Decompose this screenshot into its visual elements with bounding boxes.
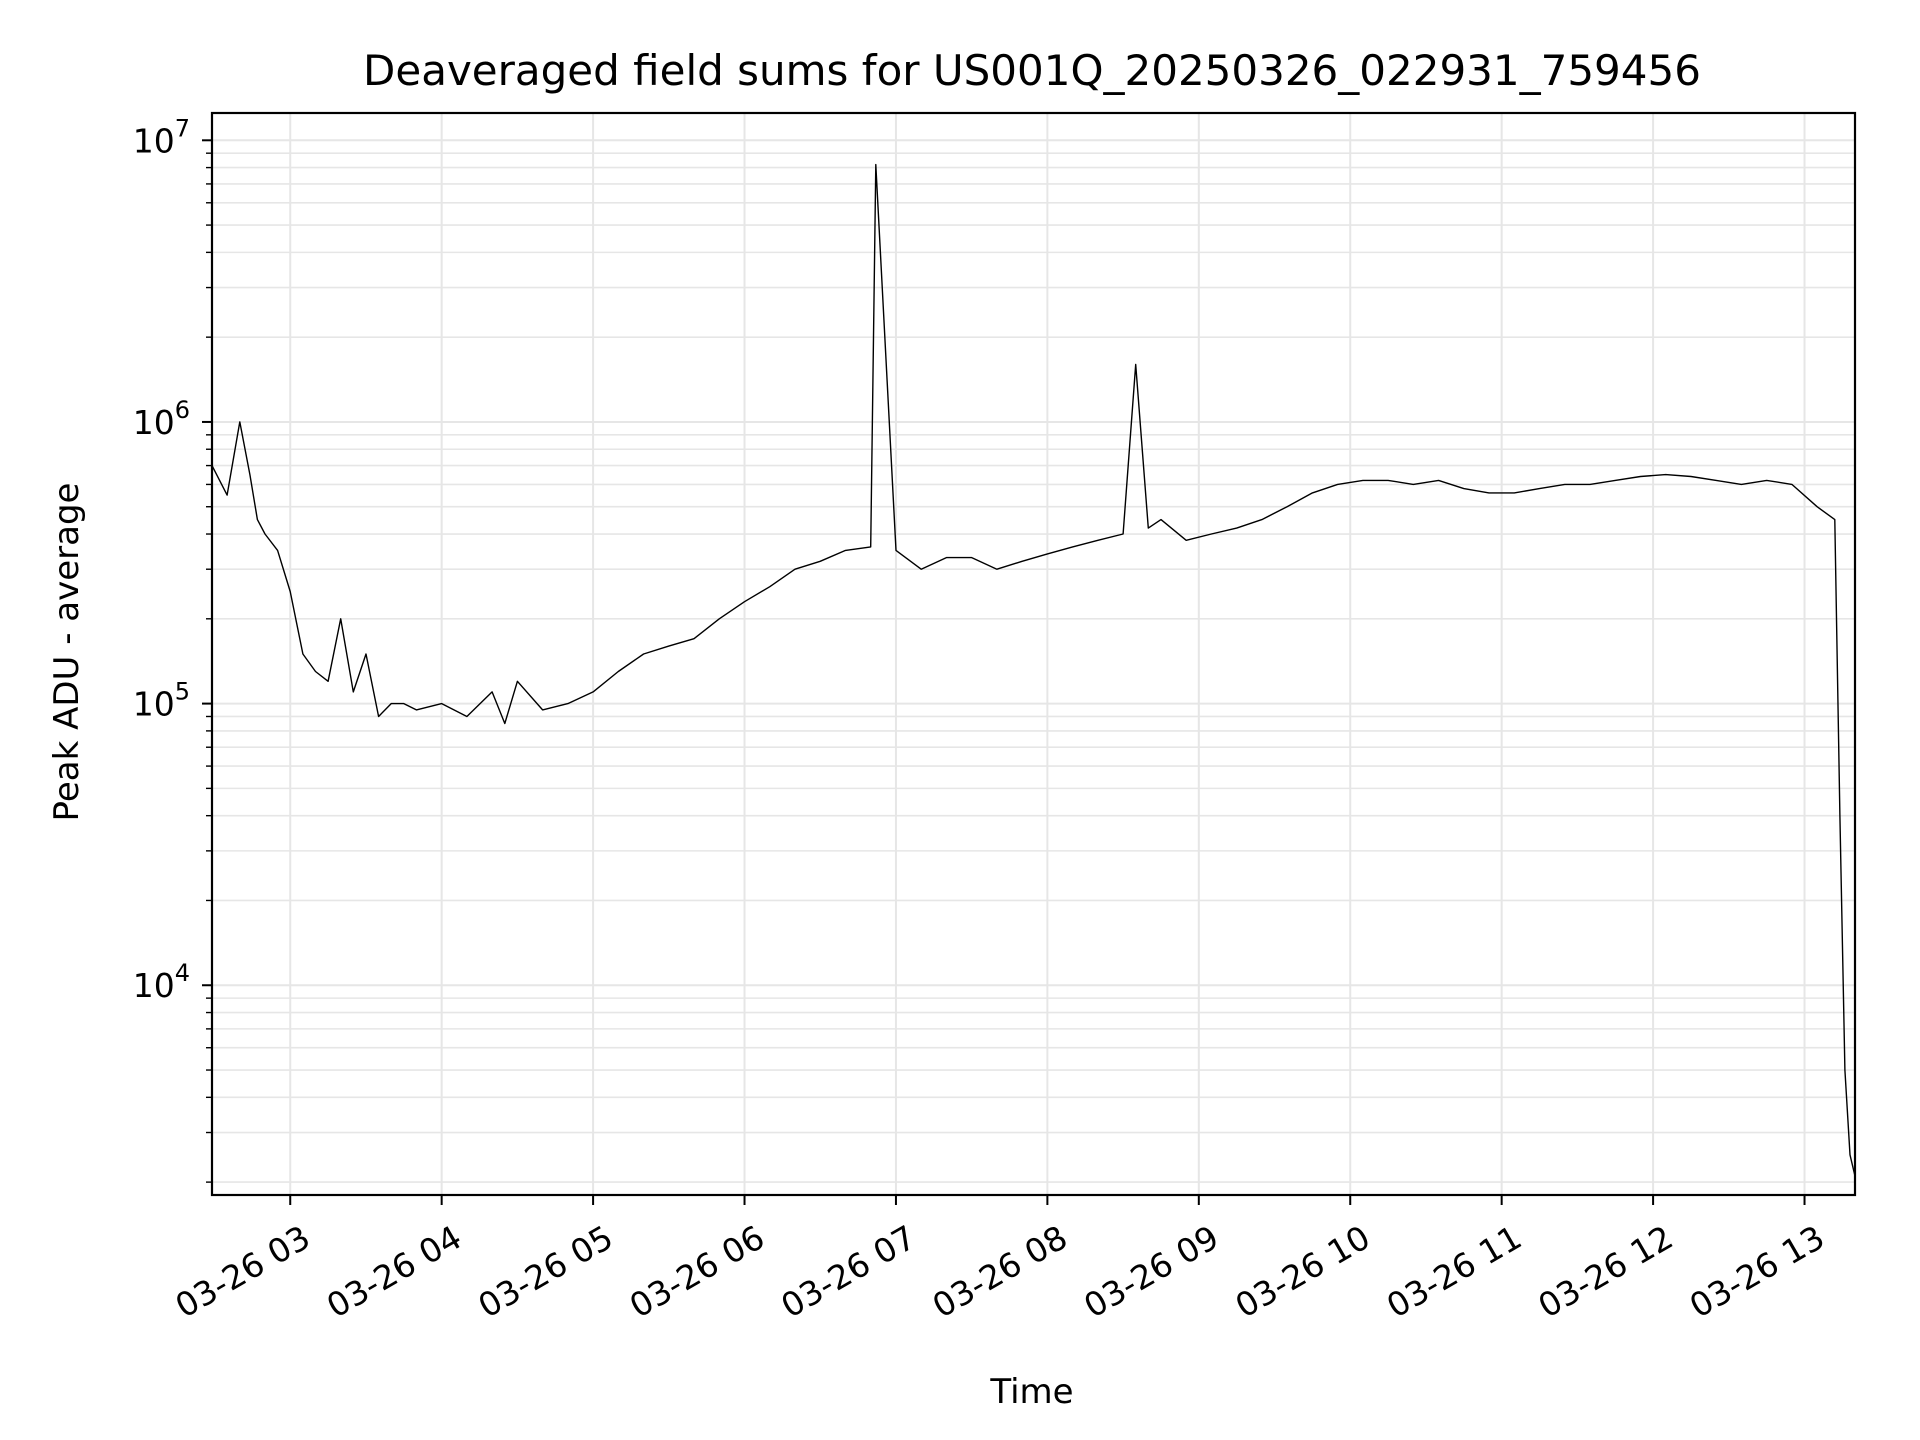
grid [212, 113, 1855, 1195]
x-tick-label: 03-26 13 [1683, 1218, 1831, 1326]
x-tick-label: 03-26 07 [774, 1218, 922, 1326]
x-axis-label: Time [989, 1372, 1073, 1412]
y-tick-label: 105 [133, 678, 190, 724]
x-tick-label: 03-26 04 [320, 1218, 468, 1326]
x-tick-label: 03-26 09 [1077, 1218, 1225, 1326]
y-axis-label: Peak ADU - average [47, 483, 87, 822]
y-tick-label: 106 [133, 396, 190, 442]
chart-title: Deaveraged field sums for US001Q_2025032… [363, 46, 1701, 95]
x-tick-label: 03-26 03 [169, 1218, 317, 1326]
plot-frame [210, 111, 1857, 1197]
x-tick-label: 03-26 06 [623, 1218, 771, 1326]
x-tick-label: 03-26 11 [1380, 1218, 1528, 1326]
series-line [211, 163, 1856, 1177]
x-tick-label: 03-26 12 [1531, 1218, 1679, 1326]
x-tick-label: 03-26 10 [1229, 1218, 1377, 1326]
series-layer [211, 163, 1856, 1177]
y-tick-label: 104 [133, 959, 190, 1005]
x-tick-label: 03-26 08 [926, 1218, 1074, 1326]
x-tick-label: 03-26 05 [471, 1218, 619, 1326]
y-tick-label: 107 [133, 114, 190, 160]
